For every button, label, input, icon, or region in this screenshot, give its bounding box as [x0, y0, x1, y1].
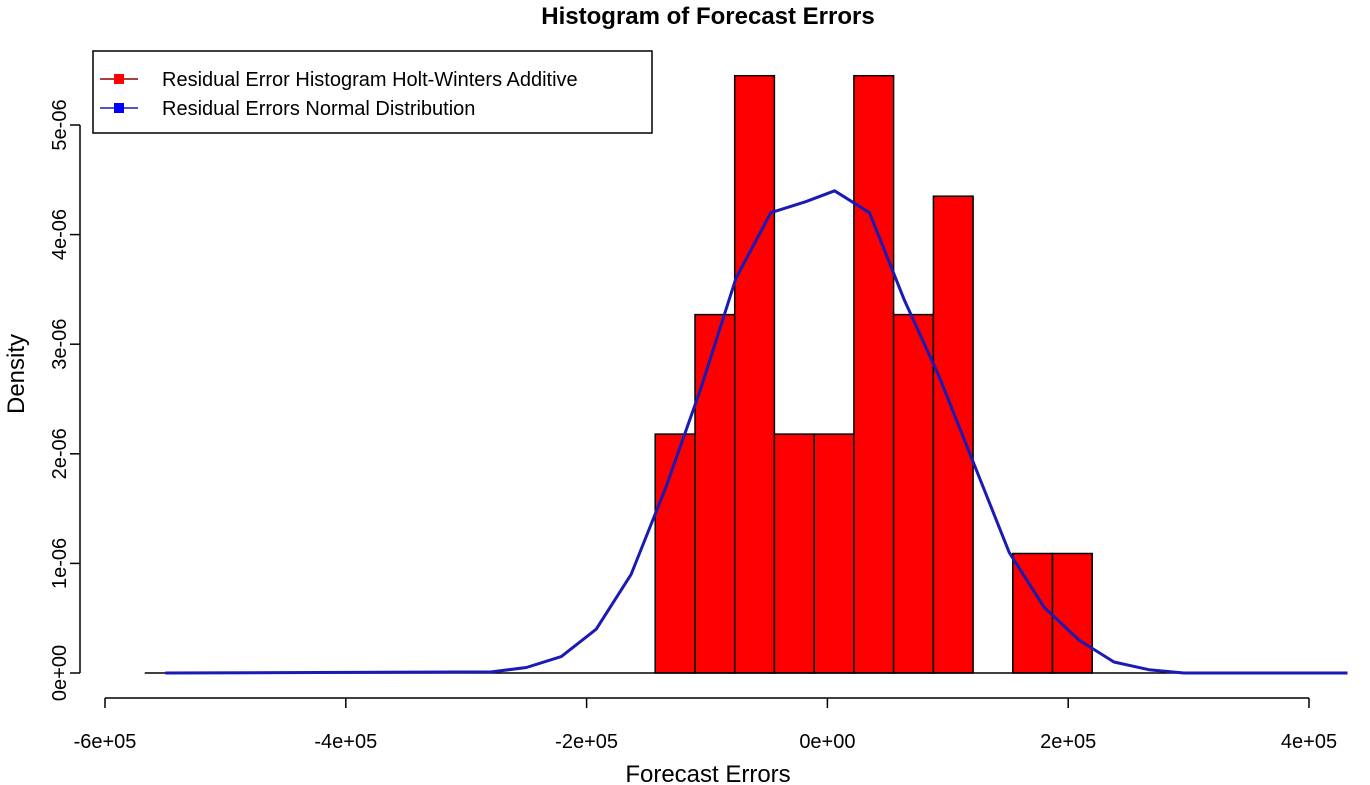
- y-axis-title: Density: [3, 334, 30, 414]
- y-tick-label: 4e-06: [49, 209, 71, 260]
- x-tick-label: -2e+05: [555, 731, 618, 753]
- chart-title: Histogram of Forecast Errors: [541, 3, 874, 30]
- y-tick-label: 0e+00: [49, 645, 71, 701]
- x-tick-label: -6e+05: [74, 731, 137, 753]
- histogram-bar: [654, 433, 696, 674]
- x-tick-label: 2e+05: [1040, 731, 1096, 753]
- histogram-bar: [853, 74, 895, 674]
- y-tick-label: 3e-06: [49, 319, 71, 370]
- y-tick-label: 2e-06: [49, 428, 71, 479]
- histogram-bar: [733, 74, 776, 674]
- legend-histogram-marker: [114, 74, 124, 84]
- x-tick-label: 4e+05: [1281, 731, 1337, 753]
- histogram-bar: [1012, 552, 1054, 674]
- legend-curve-marker: [114, 103, 124, 113]
- legend-box: [92, 50, 653, 134]
- x-axis-title: Forecast Errors: [625, 761, 790, 785]
- histogram-bar: [694, 313, 736, 674]
- x-tick-label: 0e+00: [799, 731, 855, 753]
- x-tick-label: -4e+05: [314, 731, 377, 753]
- histogram-bar: [1051, 552, 1093, 674]
- histogram-bar: [773, 433, 815, 674]
- histogram-bar: [932, 195, 974, 674]
- y-axis: 0e+00 1e-06 2e-06 3e-06 4e-06 5e-06: [49, 99, 81, 701]
- histogram-bar: [892, 313, 935, 674]
- histogram-bars: [654, 74, 1093, 674]
- x-axis: -6e+05 -4e+05 -2e+05 0e+00 2e+05 4e+05: [74, 697, 1337, 753]
- legend-curve-label: Residual Errors Normal Distribution: [162, 98, 475, 120]
- legend: Residual Error Histogram Holt-Winters Ad…: [92, 50, 653, 134]
- legend-histogram-label: Residual Error Histogram Holt-Winters Ad…: [162, 69, 578, 91]
- y-tick-label: 5e-06: [49, 99, 71, 150]
- normal-distribution-curve: [165, 189, 1348, 675]
- histogram-bar: [813, 433, 855, 674]
- y-tick-label: 1e-06: [49, 538, 71, 589]
